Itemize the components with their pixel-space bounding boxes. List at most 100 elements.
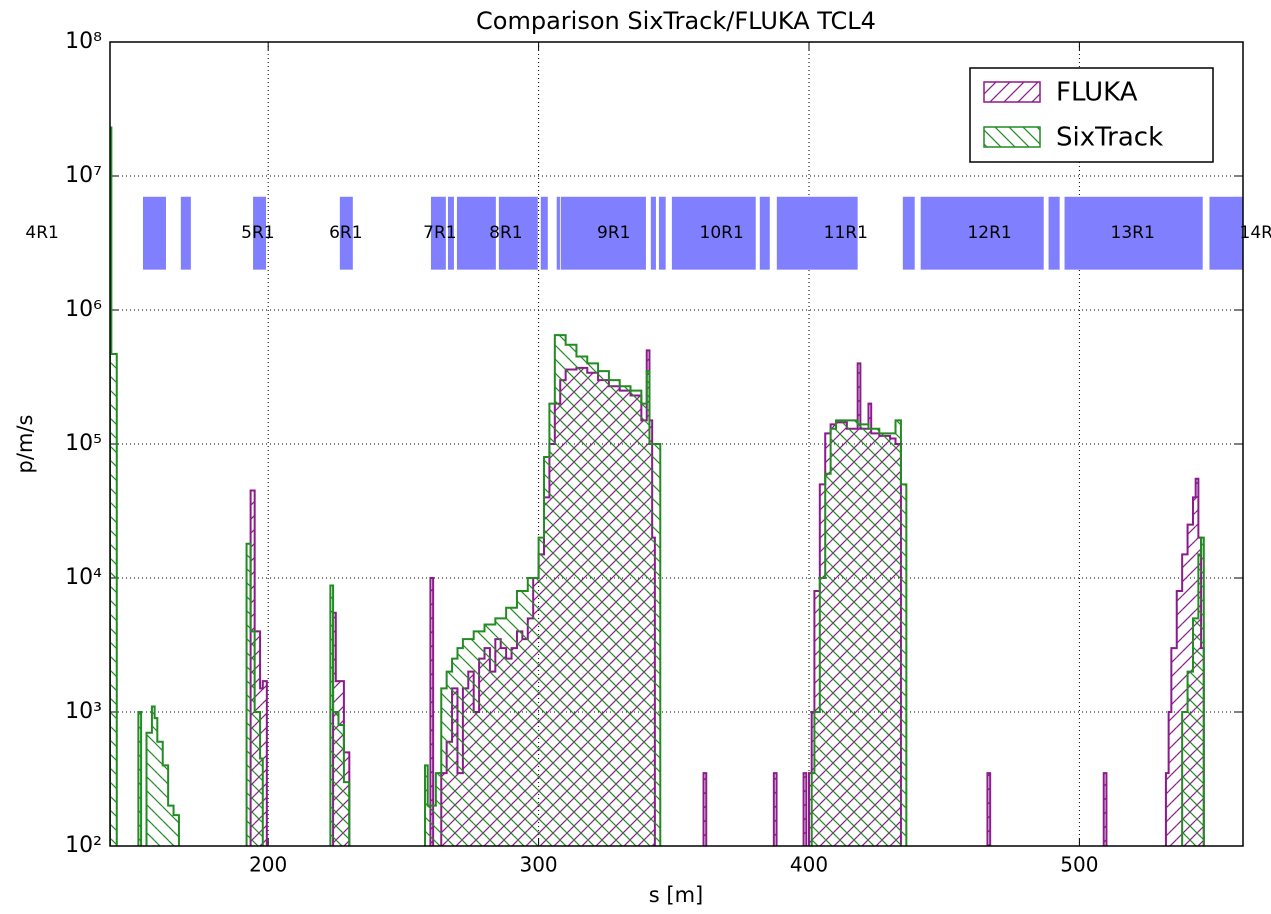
bar <box>608 380 620 846</box>
element-block <box>759 196 770 270</box>
bar <box>111 353 117 846</box>
bar <box>987 773 991 846</box>
element-block <box>540 196 548 270</box>
histogram-outline <box>249 349 1205 846</box>
bar <box>484 624 496 846</box>
bar <box>646 371 650 846</box>
bar <box>803 773 807 846</box>
bar <box>262 681 267 846</box>
bar <box>836 420 847 846</box>
x-tick-label: 300 <box>519 853 557 877</box>
bar <box>1168 712 1172 846</box>
bar <box>808 773 812 846</box>
element-block <box>920 196 1044 270</box>
bar <box>895 420 901 846</box>
bar <box>565 344 577 846</box>
element-label: 8R1 <box>489 223 522 243</box>
bar <box>343 782 350 846</box>
element-label: 13R1 <box>1111 223 1155 243</box>
bar <box>427 805 436 846</box>
bar <box>330 585 334 846</box>
element-block <box>650 196 656 270</box>
bar <box>1165 773 1169 846</box>
bar <box>544 456 550 846</box>
bar <box>649 444 653 846</box>
bar <box>538 537 545 846</box>
bar <box>338 724 344 846</box>
bar <box>457 648 463 846</box>
bar <box>825 473 831 846</box>
legend-swatch <box>983 126 1041 148</box>
plot-frame <box>109 41 1244 847</box>
legend-swatch <box>983 81 1041 103</box>
element-label: 9R1 <box>597 223 630 243</box>
bar <box>516 590 528 846</box>
bar <box>260 758 263 846</box>
bar <box>900 484 907 846</box>
bar <box>151 706 155 846</box>
bar <box>173 815 179 846</box>
bar <box>641 403 647 846</box>
element-block <box>180 196 191 270</box>
bar <box>1103 773 1107 846</box>
y-tick-label: 10² <box>65 833 102 858</box>
element-label: 11R1 <box>824 223 868 243</box>
bar <box>246 543 251 846</box>
bar <box>146 732 152 846</box>
bar <box>157 741 163 846</box>
y-axis-label: p/m/s <box>13 415 37 474</box>
bar <box>250 631 255 846</box>
bar <box>554 335 566 846</box>
bar <box>868 428 880 846</box>
bar <box>473 631 485 846</box>
element-label: 12R1 <box>967 223 1011 243</box>
element-block <box>253 196 267 270</box>
bar <box>619 386 631 846</box>
histogram-outline <box>110 126 1205 846</box>
bar <box>1182 712 1188 846</box>
bar <box>1171 648 1177 846</box>
bar <box>811 773 815 846</box>
bar <box>703 773 707 846</box>
element-block <box>430 196 446 270</box>
element-label: 4R1 <box>25 223 58 243</box>
bar <box>830 428 837 846</box>
y-tick-label: 10⁵ <box>65 431 102 456</box>
bar <box>452 658 458 846</box>
x-axis-label: s [m] <box>649 883 703 907</box>
element-block <box>448 196 454 270</box>
element-block <box>456 196 496 270</box>
bar <box>162 765 169 846</box>
element-block <box>560 196 646 270</box>
element-block <box>776 196 858 270</box>
bar <box>576 356 588 846</box>
element-block <box>339 196 353 270</box>
bar <box>1192 618 1199 846</box>
element-block <box>658 196 666 270</box>
bar <box>1187 671 1193 846</box>
element-label: 6R1 <box>329 223 362 243</box>
legend-label: FLUKA <box>1056 78 1138 108</box>
bar <box>333 712 339 846</box>
y-tick-label: 10⁶ <box>65 297 102 322</box>
y-tick-label: 10⁴ <box>65 565 102 590</box>
element-label: 10R1 <box>700 223 744 243</box>
bar <box>890 433 896 846</box>
y-tick-label: 10³ <box>65 699 102 724</box>
bar <box>154 718 158 846</box>
bar <box>446 671 453 846</box>
bar <box>254 712 261 846</box>
bar <box>441 688 447 846</box>
element-block <box>671 196 756 270</box>
bar <box>462 639 474 846</box>
bar <box>1182 554 1188 846</box>
bar <box>527 578 539 846</box>
bar <box>495 618 507 846</box>
bar <box>773 773 777 846</box>
bar <box>549 403 555 846</box>
x-tick-label: 200 <box>249 853 287 877</box>
bar <box>587 363 599 846</box>
bar <box>425 765 428 846</box>
bar <box>435 773 442 846</box>
